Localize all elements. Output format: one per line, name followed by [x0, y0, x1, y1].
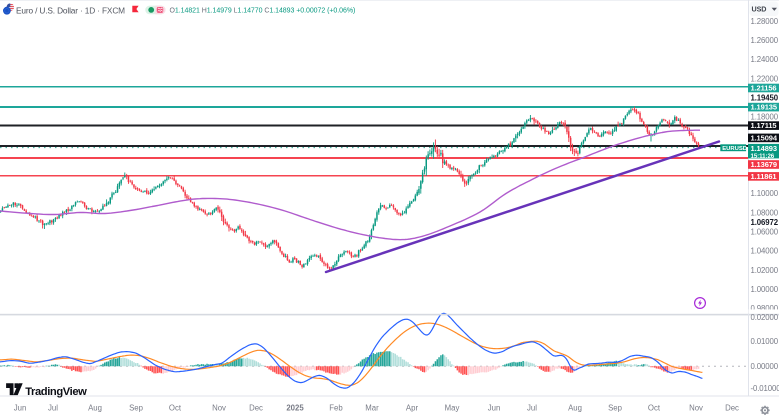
svg-text:1.06972: 1.06972 [751, 218, 779, 227]
svg-text:Mar: Mar [365, 404, 379, 413]
svg-text:May: May [445, 404, 460, 413]
svg-text:Oct: Oct [648, 404, 661, 413]
svg-text:1.11861: 1.11861 [751, 172, 777, 181]
svg-text:1.18000: 1.18000 [751, 113, 779, 122]
svg-text:Apr: Apr [406, 404, 419, 413]
svg-text:Dec: Dec [725, 404, 739, 413]
svg-text:1.24000: 1.24000 [751, 55, 779, 64]
svg-text:0.02000: 0.02000 [751, 313, 779, 322]
svg-text:USD: USD [752, 5, 767, 14]
svg-text:Jun: Jun [488, 404, 501, 413]
svg-text:0.00000: 0.00000 [751, 362, 779, 371]
svg-text:O1.14821 H1.14979 L1.14770 C1.: O1.14821 H1.14979 L1.14770 C1.14893 +0.0… [170, 7, 356, 14]
svg-text:1.13679: 1.13679 [751, 160, 777, 169]
svg-text:1.19135: 1.19135 [751, 103, 777, 112]
svg-text:0.01000: 0.01000 [751, 337, 779, 346]
svg-text:Nov: Nov [212, 404, 226, 413]
svg-text:1.14893: 1.14893 [751, 144, 777, 153]
svg-text:TradingView: TradingView [25, 386, 87, 398]
svg-text:1.28000: 1.28000 [751, 17, 779, 26]
svg-text:1.10000: 1.10000 [751, 189, 779, 198]
svg-text:Aug: Aug [568, 404, 582, 413]
svg-text:Dec: Dec [249, 404, 263, 413]
svg-text:Jul: Jul [527, 404, 537, 413]
svg-text:1.19450: 1.19450 [751, 94, 779, 103]
svg-text:-0.01000: -0.01000 [751, 384, 779, 393]
svg-text:Nov: Nov [689, 404, 703, 413]
svg-text:1.02000: 1.02000 [751, 266, 779, 275]
svg-text:Sep: Sep [129, 404, 144, 413]
svg-text:1.15094: 1.15094 [751, 134, 778, 143]
svg-text:EURUSD: EURUSD [722, 146, 747, 152]
svg-text:1.06000: 1.06000 [751, 228, 779, 237]
svg-text:1.08000: 1.08000 [751, 208, 779, 217]
svg-text:1.00000: 1.00000 [751, 285, 779, 294]
svg-text:15:11:26: 15:11:26 [751, 153, 775, 160]
svg-text:Aug: Aug [88, 404, 102, 413]
svg-text:Sep: Sep [608, 404, 623, 413]
svg-text:Feb: Feb [329, 404, 343, 413]
svg-text:1.21156: 1.21156 [751, 84, 777, 93]
svg-text:1.26000: 1.26000 [751, 36, 779, 45]
svg-text:1.22000: 1.22000 [751, 74, 779, 83]
svg-text:Oct: Oct [169, 404, 182, 413]
svg-text:2025: 2025 [286, 404, 304, 413]
svg-text:0.98000: 0.98000 [751, 304, 779, 313]
svg-text:1.17115: 1.17115 [751, 121, 777, 130]
svg-text:Jul: Jul [48, 404, 58, 413]
svg-text:1.04000: 1.04000 [751, 247, 779, 256]
svg-text:Jun: Jun [14, 404, 27, 413]
svg-text:Euro / U.S. Dollar · 1D · FXCM: Euro / U.S. Dollar · 1D · FXCM [16, 6, 125, 16]
